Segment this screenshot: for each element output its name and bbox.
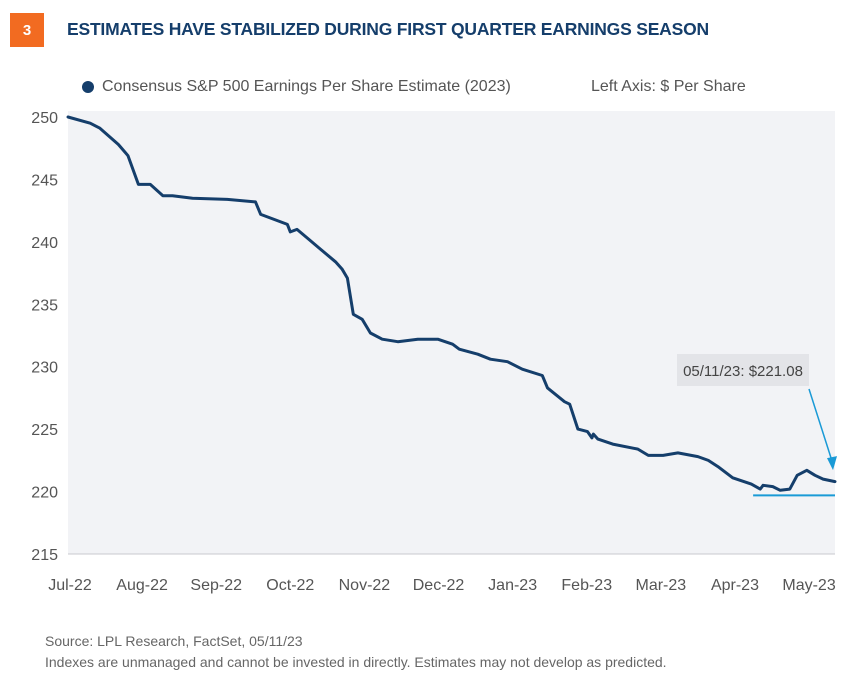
x-tick-label: Feb-23 <box>561 577 612 594</box>
y-tick-label: 245 <box>31 172 58 189</box>
chart-title: ESTIMATES HAVE STABILIZED DURING FIRST Q… <box>67 19 709 39</box>
callout-label: 05/11/23: $221.08 <box>683 363 803 380</box>
x-tick-label: Mar-23 <box>636 577 687 594</box>
x-tick-label: Dec-22 <box>413 577 465 594</box>
callout-box <box>677 354 809 386</box>
x-axis-ticks: Jul-22 Aug-22 Sep-22 Oct-22 Nov-22 Dec-22 Jan-… <box>48 577 836 594</box>
y-tick-label: 215 <box>31 547 58 564</box>
legend-label: Consensus S&P 500 Earnings Per Share Est… <box>102 78 511 95</box>
x-tick-label: Sep-22 <box>190 577 242 594</box>
series-group <box>66 115 837 492</box>
y-tick-label: 235 <box>31 297 58 314</box>
legend: Consensus S&P 500 Earnings Per Share Est… <box>82 78 511 96</box>
x-tick-label: Aug-22 <box>116 577 168 594</box>
source-note: Source: LPL Research, FactSet, 05/11/23 <box>45 633 303 649</box>
x-tick-label: Jan-23 <box>488 577 537 594</box>
y-axis-ticks: 215 220 225 230 235 240 245 250 <box>31 110 58 564</box>
y-tick-label: 225 <box>31 422 58 439</box>
x-tick-label: Nov-22 <box>339 577 391 594</box>
callout-arrowhead-icon <box>827 456 837 471</box>
x-tick-label: Jul-22 <box>48 577 92 594</box>
legend-marker-icon <box>82 81 94 93</box>
y-tick-label: 240 <box>31 235 58 252</box>
y-tick-label: 230 <box>31 360 58 377</box>
x-tick-label: May-23 <box>782 577 835 594</box>
axis-note: Left Axis: $ Per Share <box>591 78 746 95</box>
series-line-eps-estimate <box>66 115 837 492</box>
plot-background <box>68 111 835 554</box>
y-tick-label: 220 <box>31 485 58 502</box>
x-tick-label: Oct-22 <box>266 577 314 594</box>
callout-arrow-line <box>808 388 834 465</box>
y-tick-label: 250 <box>31 110 58 127</box>
annotations: 05/11/23: $221.08 <box>677 354 837 497</box>
disclaimer-note: Indexes are unmanaged and cannot be inve… <box>45 654 667 670</box>
x-tick-label: Apr-23 <box>711 577 759 594</box>
chart-number-badge: 3 <box>10 13 44 47</box>
